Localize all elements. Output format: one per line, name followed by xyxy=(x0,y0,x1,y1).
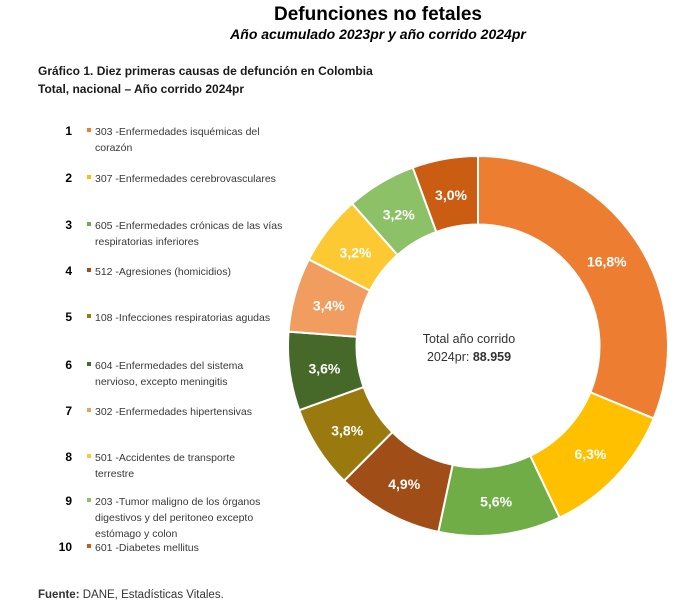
svg-text:3,2%: 3,2% xyxy=(383,206,415,222)
svg-text:3,8%: 3,8% xyxy=(331,423,363,439)
svg-text:6,3%: 6,3% xyxy=(574,446,606,462)
svg-text:16,8%: 16,8% xyxy=(587,253,627,269)
svg-text:5,6%: 5,6% xyxy=(480,493,512,509)
svg-text:4,9%: 4,9% xyxy=(388,476,420,492)
svg-text:3,4%: 3,4% xyxy=(313,298,345,314)
svg-text:3,2%: 3,2% xyxy=(340,245,372,261)
svg-text:3,6%: 3,6% xyxy=(308,360,340,376)
svg-text:3,0%: 3,0% xyxy=(435,187,467,203)
